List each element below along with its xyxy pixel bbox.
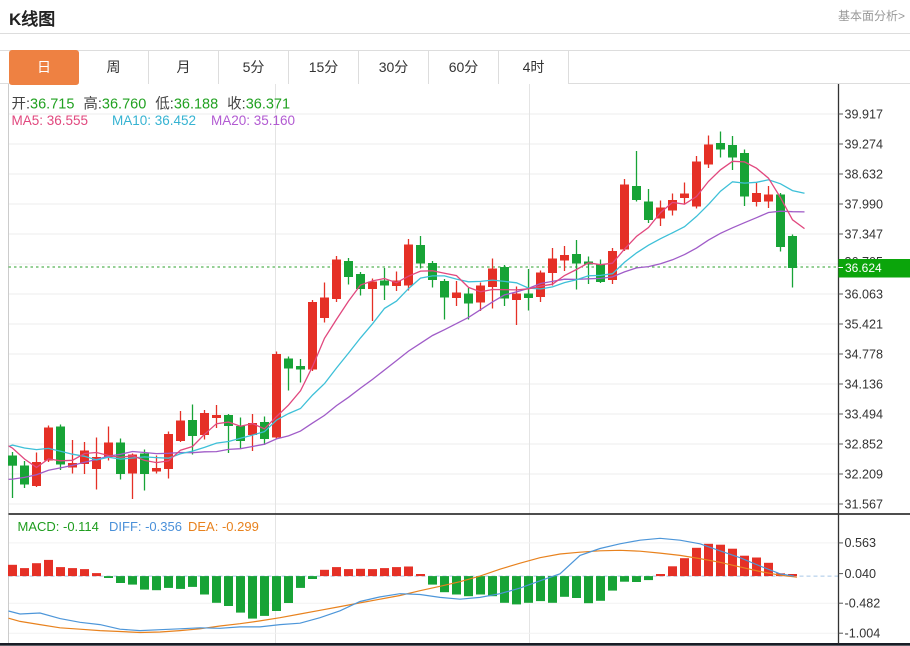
svg-text:32.209: 32.209 [845, 467, 884, 481]
svg-text:37.347: 37.347 [845, 227, 884, 241]
svg-text:39.917: 39.917 [845, 107, 884, 121]
svg-text:0.040: 0.040 [845, 567, 877, 581]
svg-text:35.421: 35.421 [845, 317, 884, 331]
svg-text:31.567: 31.567 [845, 497, 884, 511]
svg-text:34.136: 34.136 [845, 377, 884, 391]
svg-text:36.624: 36.624 [845, 261, 882, 275]
svg-text:32.852: 32.852 [845, 437, 884, 451]
svg-text:-0.482: -0.482 [845, 597, 881, 611]
svg-text:34.778: 34.778 [845, 347, 884, 361]
svg-text:-1.004: -1.004 [845, 627, 881, 641]
svg-text:36.063: 36.063 [845, 287, 884, 301]
svg-text:37.990: 37.990 [845, 197, 884, 211]
svg-text:33.494: 33.494 [845, 407, 884, 421]
svg-text:39.274: 39.274 [845, 137, 884, 151]
svg-text:0.563: 0.563 [845, 536, 877, 550]
svg-text:38.632: 38.632 [845, 167, 884, 181]
